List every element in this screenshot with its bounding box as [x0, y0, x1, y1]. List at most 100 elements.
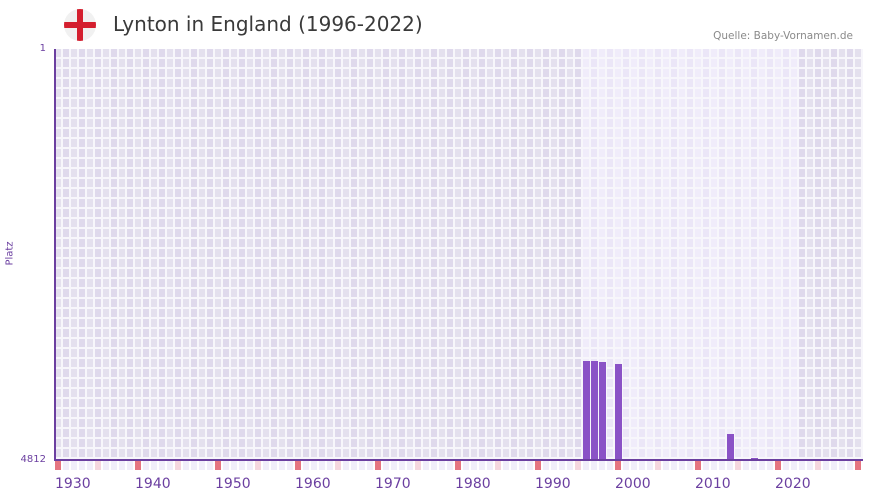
- year-marker: [391, 461, 397, 470]
- y-axis-title: Platz: [4, 241, 16, 266]
- year-marker: [711, 461, 717, 470]
- grid-column: [519, 49, 527, 460]
- grid-column: [95, 49, 103, 460]
- rank-bar[interactable]: [727, 434, 734, 460]
- year-marker: [327, 461, 333, 470]
- year-marker: [159, 461, 165, 470]
- grid-column: [279, 49, 287, 460]
- year-marker: [455, 461, 461, 470]
- grid-column: [695, 49, 703, 460]
- year-marker: [247, 461, 253, 470]
- year-marker: [495, 461, 501, 470]
- year-marker: [439, 461, 445, 470]
- rank-bar[interactable]: [615, 363, 622, 460]
- grid-column: [631, 49, 639, 460]
- year-marker: [287, 461, 293, 470]
- year-marker: [519, 461, 525, 470]
- year-marker: [375, 461, 381, 470]
- year-marker: [127, 461, 133, 470]
- grid-column: [671, 49, 679, 460]
- y-axis-top-label: 1: [39, 43, 46, 54]
- grid-column: [175, 49, 183, 460]
- year-marker: [63, 461, 69, 470]
- grid-column: [391, 49, 399, 460]
- grid-column: [647, 49, 655, 460]
- grid-column: [607, 49, 615, 460]
- year-marker: [767, 461, 773, 470]
- year-marker: [167, 461, 173, 470]
- grid-column: [55, 49, 63, 460]
- year-marker: [183, 461, 189, 470]
- grid-column: [447, 49, 455, 460]
- x-axis-tick-label: 1990: [535, 476, 571, 492]
- rank-bar[interactable]: [599, 362, 606, 460]
- year-marker: [639, 461, 645, 470]
- year-marker: [655, 461, 661, 470]
- year-marker: [423, 461, 429, 470]
- grid-column: [543, 49, 551, 460]
- year-marker: [607, 461, 613, 470]
- grid-column: [191, 49, 199, 460]
- x-axis-tick-label: 1950: [215, 476, 251, 492]
- year-marker: [351, 461, 357, 470]
- year-marker: [311, 461, 317, 470]
- year-marker: [215, 461, 221, 470]
- grid-column: [167, 49, 175, 460]
- x-axis-line: [55, 459, 863, 461]
- year-marker: [463, 461, 469, 470]
- year-marker: [135, 461, 141, 470]
- year-marker: [87, 461, 93, 470]
- plot-area: [55, 49, 863, 460]
- year-marker: [79, 461, 85, 470]
- year-marker: [727, 461, 733, 470]
- year-marker: [735, 461, 741, 470]
- grid-column: [799, 49, 807, 460]
- grid-column: [127, 49, 135, 460]
- year-marker: [679, 461, 685, 470]
- grid-column: [479, 49, 487, 460]
- year-marker: [279, 461, 285, 470]
- year-marker: [95, 461, 101, 470]
- grid-column: [655, 49, 663, 460]
- year-marker: [415, 461, 421, 470]
- grid-column: [591, 49, 599, 460]
- grid-column: [423, 49, 431, 460]
- year-marker: [567, 461, 573, 470]
- grid-column: [375, 49, 383, 460]
- year-marker: [471, 461, 477, 470]
- x-axis-tick-label: 1930: [55, 476, 91, 492]
- year-marker: [751, 461, 757, 470]
- year-marker: [303, 461, 309, 470]
- x-axis-tick-label: 1960: [295, 476, 331, 492]
- grid-column: [295, 49, 303, 460]
- grid-column: [775, 49, 783, 460]
- rank-bar[interactable]: [591, 360, 598, 460]
- year-marker: [807, 461, 813, 470]
- grid-column: [87, 49, 95, 460]
- x-axis-tick-label: 2010: [695, 476, 731, 492]
- grid-column: [559, 49, 567, 460]
- rank-bar[interactable]: [583, 360, 590, 460]
- grid-column: [663, 49, 671, 460]
- grid-column: [623, 49, 631, 460]
- grid-column: [431, 49, 439, 460]
- grid-column: [263, 49, 271, 460]
- year-marker: [175, 461, 181, 470]
- year-marker: [263, 461, 269, 470]
- year-marker: [815, 461, 821, 470]
- grid-column: [247, 49, 255, 460]
- grid-column: [335, 49, 343, 460]
- grid-column: [783, 49, 791, 460]
- grid-column: [207, 49, 215, 460]
- year-marker: [823, 461, 829, 470]
- grid-column: [471, 49, 479, 460]
- year-marker: [143, 461, 149, 470]
- year-marker: [719, 461, 725, 470]
- y-axis-bottom-label: 4812: [20, 454, 46, 465]
- grid-column: [679, 49, 687, 460]
- grid-column: [855, 49, 863, 460]
- year-marker-row: [55, 461, 863, 470]
- year-marker: [343, 461, 349, 470]
- year-marker: [831, 461, 837, 470]
- x-axis-tick-label: 2000: [615, 476, 651, 492]
